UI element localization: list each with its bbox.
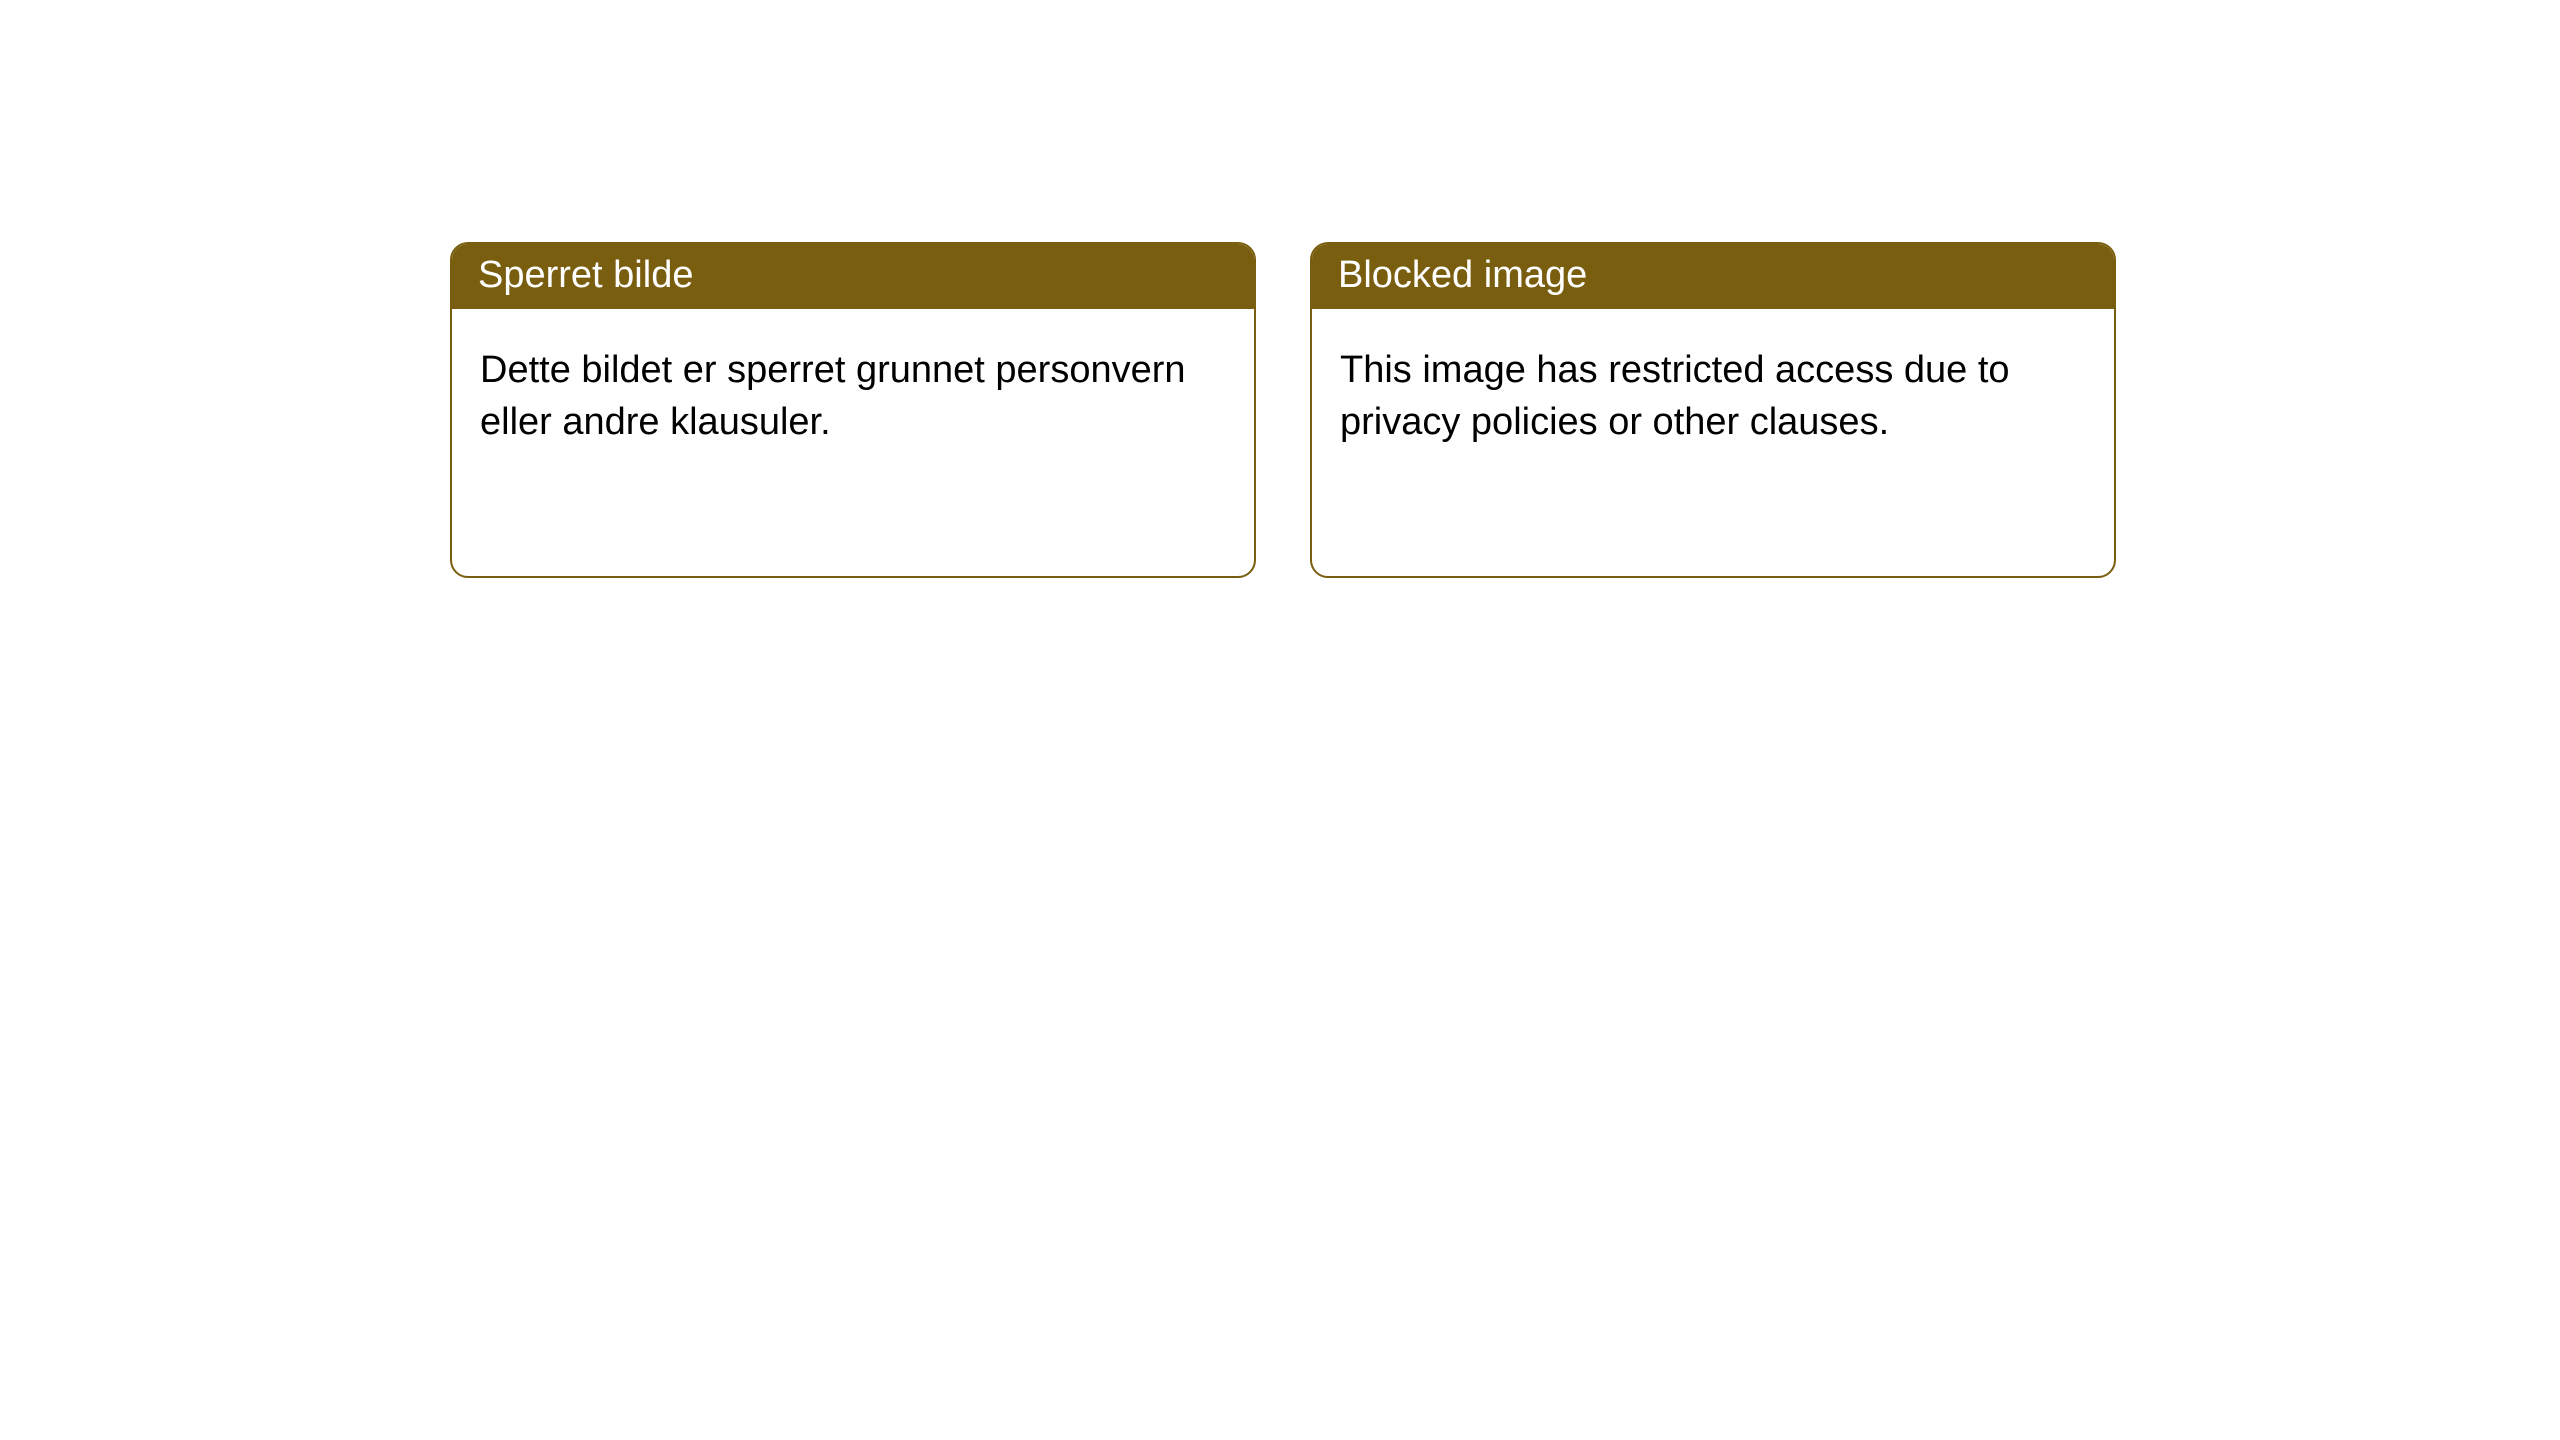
card-header-no: Sperret bilde: [452, 244, 1254, 309]
blocked-image-card-en: Blocked image This image has restricted …: [1310, 242, 2116, 578]
card-body-en: This image has restricted access due to …: [1312, 309, 2114, 476]
card-body-no: Dette bildet er sperret grunnet personve…: [452, 309, 1254, 476]
card-header-en: Blocked image: [1312, 244, 2114, 309]
notice-container: Sperret bilde Dette bildet er sperret gr…: [0, 0, 2560, 578]
blocked-image-card-no: Sperret bilde Dette bildet er sperret gr…: [450, 242, 1256, 578]
